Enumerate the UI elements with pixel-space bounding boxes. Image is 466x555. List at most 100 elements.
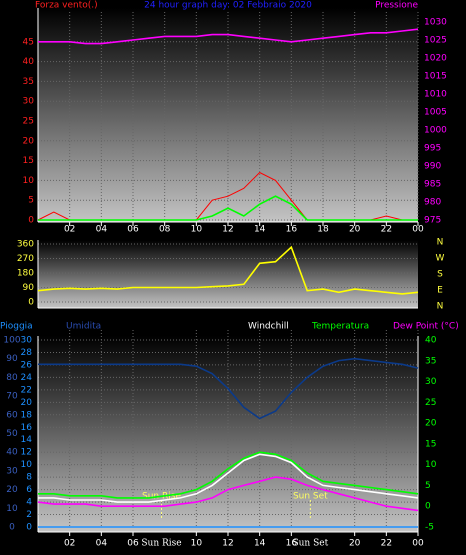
x-tick-label: 10	[191, 539, 203, 549]
y-tick-label: 18	[21, 410, 33, 420]
y2-tick-label: 70	[6, 392, 18, 402]
y3-tick-label: -5	[425, 523, 434, 533]
y2-tick-label: 100	[3, 336, 20, 346]
y-tick-label: 15	[23, 156, 34, 166]
y2-tick-label: 80	[6, 373, 18, 383]
y3-tick-label: 15	[425, 439, 436, 449]
y-tick-label: 270	[17, 254, 34, 264]
x-tick-label: 12	[222, 225, 233, 235]
y3-tick-label: 35	[425, 356, 436, 366]
compass-label: S	[437, 270, 443, 280]
y3-tick-label: 10	[425, 460, 437, 470]
data-line	[37, 245, 419, 295]
x-tick-label: 22	[381, 225, 392, 235]
ylabel-text: Forza vento(.)	[35, 1, 98, 11]
y-tick-label: 22	[21, 385, 32, 395]
series-header: Windchill	[248, 322, 289, 332]
y-tick-label: 10	[21, 460, 33, 470]
y2-tick-label: 20	[6, 485, 18, 495]
x-tick-label: 18	[317, 225, 329, 235]
x-tick-label: 20	[349, 539, 361, 549]
y-tick-label: 45	[23, 37, 34, 47]
y2-tick-label: 60	[6, 410, 18, 420]
series-header: Temperatura	[311, 322, 369, 332]
y2-tick-label: 1005	[424, 108, 447, 118]
series-header: Umidita	[66, 322, 101, 332]
x-tick-label: 04	[96, 539, 108, 549]
y2-tick-label: 40	[6, 448, 18, 458]
compass-label: W	[436, 254, 445, 264]
x-tick-label: 08	[159, 225, 171, 235]
y-tick-label: 8	[26, 473, 32, 483]
y-tick-label: 30	[21, 336, 33, 346]
y3-tick-label: 30	[425, 377, 437, 387]
data-line	[38, 451, 419, 499]
x-tick-label: 10	[191, 225, 203, 235]
y-tick-label: 26	[21, 360, 33, 370]
y3-tick-label: 20	[425, 419, 437, 429]
y-tick-label: 2	[26, 510, 32, 520]
y-tick-label: 35	[23, 77, 34, 87]
x-tick-label: 16	[286, 225, 298, 235]
y3-tick-label: 0	[425, 502, 431, 512]
y-tick-label: 0	[28, 216, 34, 226]
x-tick-label: 04	[96, 225, 108, 235]
x-tick-label: 12	[222, 539, 233, 549]
y2-tick-label: 0	[9, 523, 15, 533]
compass-label: N	[437, 302, 444, 312]
series-header: Pioggia	[0, 322, 33, 332]
y2-tick-label: 985	[424, 180, 441, 190]
y-tick-label: 0	[26, 523, 32, 533]
y-tick-label: 28	[21, 348, 33, 358]
y-tick-label: 0	[28, 298, 34, 308]
sun-tick-label: Sun Set	[292, 539, 328, 549]
y-tick-label: 20	[23, 136, 35, 146]
y-tick-label: 20	[21, 398, 33, 408]
y-tick-label: 16	[21, 423, 33, 433]
y3-tick-label: 5	[425, 481, 431, 491]
y2-tick-label: 1015	[424, 72, 447, 82]
data-line	[38, 28, 419, 45]
y-tick-label: 5	[28, 196, 34, 206]
y3-tick-label: 25	[425, 398, 436, 408]
y-tick-label: 30	[23, 97, 35, 107]
y2-tick-label: 995	[424, 144, 441, 154]
y-tick-label: 10	[23, 176, 35, 186]
x-tick-label: 00	[412, 225, 424, 235]
compass-label: E	[437, 286, 443, 296]
data-line	[38, 453, 419, 503]
y-tick-label: 14	[21, 435, 33, 445]
y3-tick-label: 40	[425, 336, 437, 346]
series-header: Dew Point (°C)	[393, 322, 459, 332]
y-tick-label: 24	[21, 373, 33, 383]
y2-tick-label: 10	[6, 504, 18, 514]
x-tick-label: 06	[127, 225, 139, 235]
y2-tick-label: 90	[6, 354, 18, 364]
y2-tick-label: 980	[424, 198, 441, 208]
y2-tick-label: 1010	[424, 90, 447, 100]
y-tick-label: 4	[26, 498, 32, 508]
y-tick-label: 360	[17, 240, 34, 250]
y2-tick-label: 1025	[424, 36, 447, 46]
sun-tick-label: Sun Rise	[141, 539, 181, 549]
data-line	[38, 195, 418, 221]
annotation-text: Sun Set	[293, 492, 328, 502]
right-label-text: Pressione	[375, 1, 418, 11]
y2-tick-label: 1000	[424, 126, 447, 136]
x-tick-label: 14	[254, 225, 266, 235]
plot-background	[38, 240, 418, 308]
x-tick-label: 20	[349, 225, 361, 235]
y2-tick-label: 1030	[424, 18, 447, 28]
compass-label: N	[437, 238, 444, 248]
x-tick-label: 00	[412, 539, 424, 549]
y2-tick-label: 50	[6, 429, 18, 439]
y2-tick-label: 1020	[424, 54, 447, 64]
y-tick-label: 12	[21, 448, 32, 458]
data-line	[37, 476, 419, 512]
x-tick-label: 14	[254, 539, 266, 549]
x-tick-label: 16	[286, 539, 298, 549]
y-tick-label: 6	[26, 485, 32, 495]
y-tick-label: 180	[17, 269, 34, 279]
x-tick-label: 02	[64, 225, 75, 235]
